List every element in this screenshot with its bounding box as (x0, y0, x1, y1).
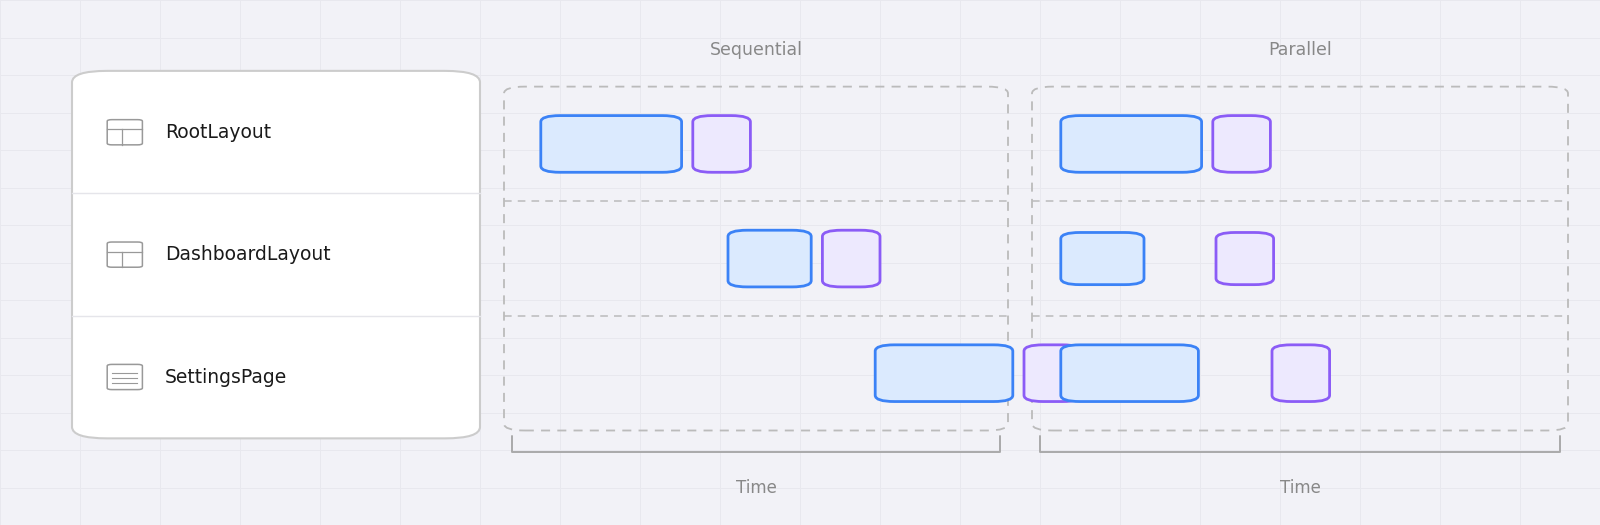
Text: Time: Time (736, 479, 776, 497)
FancyBboxPatch shape (1213, 116, 1270, 172)
Text: Time: Time (1280, 479, 1320, 497)
Text: Sequential: Sequential (709, 41, 803, 59)
FancyBboxPatch shape (693, 116, 750, 172)
FancyBboxPatch shape (541, 116, 682, 172)
FancyBboxPatch shape (1272, 345, 1330, 402)
FancyBboxPatch shape (875, 345, 1013, 402)
Text: SettingsPage: SettingsPage (165, 368, 286, 386)
FancyBboxPatch shape (728, 230, 811, 287)
Text: Parallel: Parallel (1269, 41, 1331, 59)
FancyBboxPatch shape (1024, 345, 1082, 402)
Text: RootLayout: RootLayout (165, 123, 270, 142)
FancyBboxPatch shape (1061, 233, 1144, 285)
Text: DashboardLayout: DashboardLayout (165, 245, 331, 264)
FancyBboxPatch shape (1216, 233, 1274, 285)
FancyBboxPatch shape (822, 230, 880, 287)
FancyBboxPatch shape (1061, 345, 1198, 402)
FancyBboxPatch shape (72, 71, 480, 438)
FancyBboxPatch shape (1061, 116, 1202, 172)
